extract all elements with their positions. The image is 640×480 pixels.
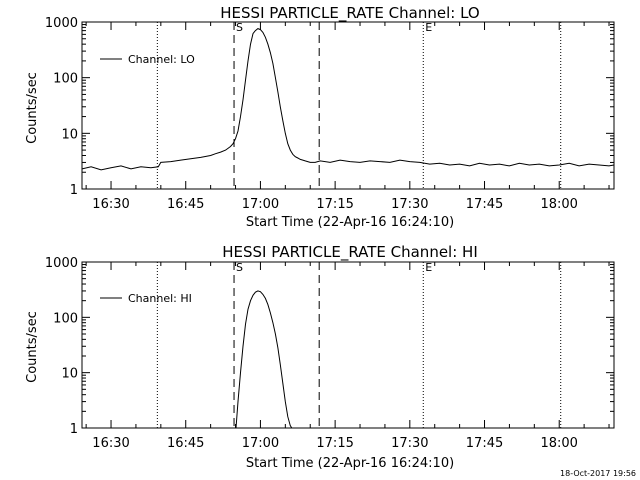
y-tick-label: 10 [61, 127, 78, 142]
y-tick-label: 10 [61, 367, 78, 382]
y-axis-label-lo: Counts/sec [25, 72, 40, 144]
x-tick-label: 18:00 [540, 436, 577, 451]
series-line [235, 290, 293, 429]
x-tick-label: 17:30 [391, 197, 428, 212]
y-tick-label: 1000 [45, 256, 78, 271]
legend-label-hi: Channel: HI [128, 292, 192, 305]
plot-frame [81, 21, 615, 190]
chart-title-lo: HESSI PARTICLE_RATE Channel: LO [220, 4, 479, 23]
x-tick-label: 18:00 [540, 197, 577, 212]
x-tick-label: 16:45 [167, 436, 204, 451]
x-axis-label-lo: Start Time (22-Apr-16 16:24:10) [246, 215, 454, 230]
x-tick-label: 17:00 [242, 197, 279, 212]
x-tick-label: 17:00 [242, 436, 279, 451]
chart-panel-hi: HESSI PARTICLE_RATE Channel: HI Start Ti… [25, 243, 615, 471]
x-tick-label: 17:45 [466, 436, 503, 451]
x-tick-label: 16:45 [167, 197, 204, 212]
x-tick-label: 17:15 [316, 197, 353, 212]
y-tick-label: 1000 [45, 16, 78, 31]
y-tick-label: 100 [53, 311, 78, 326]
x-tick-label: 16:30 [92, 436, 129, 451]
event-marker-label: S [236, 261, 243, 274]
event-marker-label: E [425, 21, 432, 34]
y-axis-label-hi: Counts/sec [25, 311, 40, 383]
x-axis-label-hi: Start Time (22-Apr-16 16:24:10) [246, 456, 454, 471]
legend-label-lo: Channel: LO [128, 53, 195, 66]
chart-title-hi: HESSI PARTICLE_RATE Channel: HI [222, 243, 478, 262]
x-tick-label: 17:45 [466, 197, 503, 212]
y-tick-label: 1 [70, 183, 78, 198]
plot-frame [81, 261, 615, 429]
timestamp-label: 18-Oct-2017 19:56 [560, 469, 636, 478]
y-tick-label: 100 [53, 72, 78, 87]
chart-panel-lo: HESSI PARTICLE_RATE Channel: LO Start Ti… [25, 4, 615, 230]
x-tick-label: 16:30 [92, 197, 129, 212]
x-tick-label: 17:30 [391, 436, 428, 451]
y-tick-label: 1 [70, 422, 78, 437]
x-tick-label: 17:15 [316, 436, 353, 451]
series-line [81, 28, 615, 171]
event-marker-label: S [236, 21, 243, 34]
event-marker-label: E [425, 261, 432, 274]
